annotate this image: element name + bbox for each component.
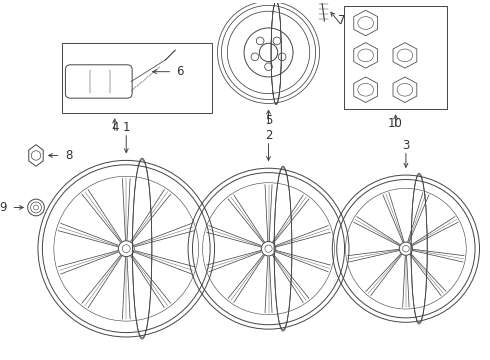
Text: 7: 7 xyxy=(339,14,346,27)
Text: 3: 3 xyxy=(402,139,410,152)
Text: 6: 6 xyxy=(176,65,184,78)
Bar xyxy=(344,6,447,109)
Text: 1: 1 xyxy=(122,121,130,134)
Text: 9: 9 xyxy=(0,201,6,214)
Text: 2: 2 xyxy=(265,129,272,142)
Bar xyxy=(63,42,212,113)
Text: 5: 5 xyxy=(265,114,272,127)
Text: 10: 10 xyxy=(388,117,403,130)
Text: 4: 4 xyxy=(111,121,119,134)
Text: 8: 8 xyxy=(66,149,73,162)
